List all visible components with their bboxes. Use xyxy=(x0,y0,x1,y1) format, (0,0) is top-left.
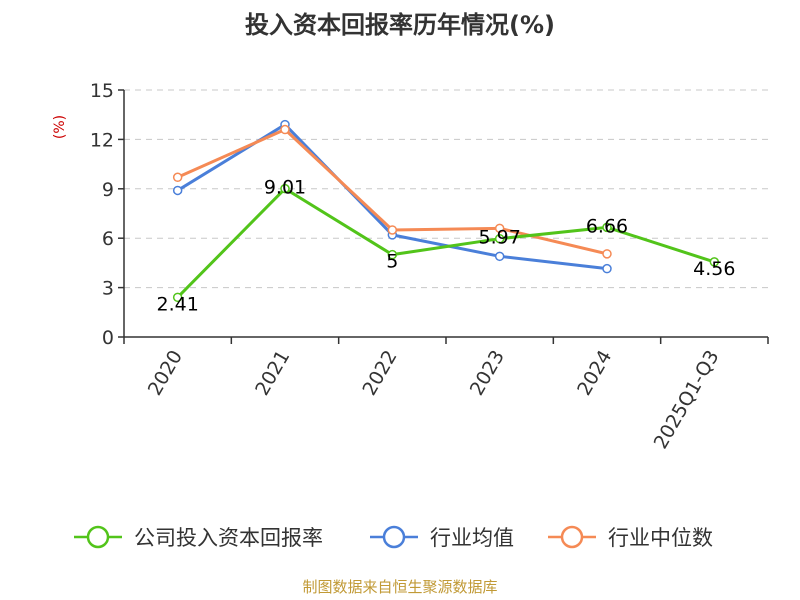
data-label: 5.97 xyxy=(479,227,521,249)
y-tick-label: 6 xyxy=(102,228,114,250)
x-tick-label: 2021 xyxy=(251,347,294,400)
legend: 公司投入资本回报率 行业均值 行业中位数 xyxy=(74,525,713,550)
y-tick-label: 15 xyxy=(90,80,114,102)
source-note: 制图数据来自恒生聚源数据库 xyxy=(302,578,497,596)
x-tick-label: 2022 xyxy=(358,347,401,400)
data-point xyxy=(387,249,398,260)
data-label: 2.41 xyxy=(157,293,199,315)
data-label: 9.01 xyxy=(264,177,306,199)
y-tick-label: 0 xyxy=(102,327,114,349)
data-point xyxy=(494,233,505,244)
y-tick-label: 9 xyxy=(102,179,114,201)
y-tick-label: 12 xyxy=(90,129,114,151)
data-point xyxy=(280,124,290,135)
legend-marker xyxy=(86,525,110,549)
legend-label[interactable]: 行业均值 xyxy=(430,526,514,550)
x-tick-label: 2024 xyxy=(573,347,616,400)
data-point xyxy=(494,223,505,234)
axes: 0 3 6 9 12 15 2020 2021 2022 2023 2024 2025Q1-Q3 xyxy=(90,80,769,453)
data-label: 6.66 xyxy=(586,215,628,237)
data-point xyxy=(494,251,505,262)
series-layer xyxy=(172,119,720,303)
data-point xyxy=(602,222,612,233)
series-line xyxy=(176,187,715,299)
data-labels: 2.41 9.01 5 5.97 6.66 4.56 xyxy=(157,177,736,316)
data-point xyxy=(280,183,290,194)
x-tick-label: 2020 xyxy=(144,347,187,400)
data-point xyxy=(602,263,612,274)
legend-label[interactable]: 公司投入资本回报率 xyxy=(134,526,323,550)
y-axis-label: (%) xyxy=(52,115,68,139)
y-tick-label: 3 xyxy=(102,278,114,300)
x-tick-label: 2025Q1-Q3 xyxy=(650,347,724,453)
data-point xyxy=(172,292,183,303)
legend-label[interactable]: 行业中位数 xyxy=(608,526,713,550)
data-point xyxy=(172,172,183,183)
data-point xyxy=(602,249,612,259)
data-point xyxy=(172,185,183,196)
data-label: 5 xyxy=(386,251,398,273)
legend-marker xyxy=(382,525,406,549)
grid xyxy=(124,89,768,289)
x-tick-label: 2023 xyxy=(466,346,509,399)
legend-marker xyxy=(560,525,584,549)
data-label: 4.56 xyxy=(693,258,735,280)
chart-title: 投入资本回报率历年情况(%) xyxy=(245,11,555,39)
series-line xyxy=(176,123,608,271)
data-point xyxy=(709,257,720,267)
data-point xyxy=(387,225,398,235)
